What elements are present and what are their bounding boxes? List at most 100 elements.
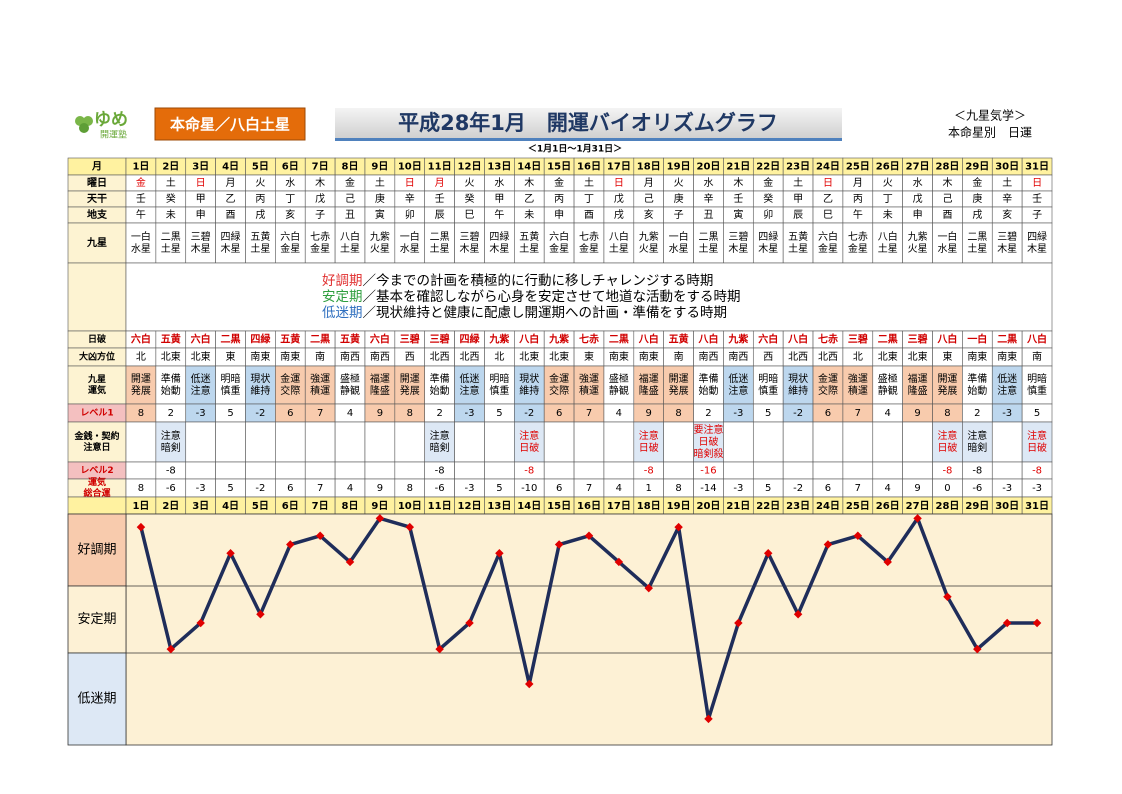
cell (723, 365, 754, 405)
cell-text: 9 (914, 408, 920, 419)
cell (782, 365, 814, 405)
cell-text: -16 (700, 466, 716, 477)
cell-text: 壬 (1032, 193, 1042, 205)
cell-text: 静観 (340, 384, 360, 397)
cell (872, 421, 903, 463)
cell-text: 四緑 (250, 333, 271, 346)
cell-text: 4 (347, 483, 353, 494)
cell-text: 注意 (967, 429, 987, 442)
cell-text: 4 (616, 408, 622, 419)
cell (603, 461, 635, 480)
cell-text: 北西 (460, 351, 480, 363)
cell-text: 二黒 (310, 334, 330, 346)
row-label: 曜日 (87, 177, 107, 189)
cell-text: 北西 (430, 351, 450, 363)
cell (304, 365, 336, 405)
x-tick-label: 24日 (816, 500, 840, 512)
cell (484, 421, 515, 463)
cell-text: 8 (138, 408, 144, 419)
cell-text: 二黒 (430, 231, 450, 243)
cell (304, 461, 336, 480)
cell-text: 土星 (430, 242, 450, 255)
cell (752, 461, 784, 480)
cell (275, 421, 306, 463)
phase-line: 低迷期／現状維持と健康に配慮し開運期への計画・準備をする時期 (322, 304, 727, 321)
cell-text: 二黒 (967, 231, 987, 243)
cell-text: 交際 (818, 384, 838, 397)
cell (663, 421, 694, 463)
cell-text: 金 (972, 176, 982, 189)
cell-text: 己 (345, 194, 355, 205)
cell-text: 強運 (848, 372, 868, 385)
row-label: 九星 (87, 373, 106, 385)
cell-text: 注意 (937, 429, 957, 442)
cell-text: -2 (255, 483, 265, 494)
cell-text: 子 (1032, 209, 1042, 221)
kind: 本命星別 日運 (948, 125, 1032, 140)
cell (991, 222, 1023, 264)
phase-text: ／現状維持と健康に配慮し開運期への計画・準備をする時期 (363, 304, 728, 321)
point-marker (584, 531, 594, 541)
x-tick-label: 10日 (398, 500, 422, 512)
point-marker (704, 714, 713, 724)
cell-text: 土 (166, 176, 176, 189)
point-marker (943, 592, 952, 602)
cell-text: 始動 (698, 384, 718, 397)
cell-text: 25日 (846, 161, 870, 173)
cell-text: 4 (885, 408, 891, 419)
cell-text: 三碧 (460, 231, 480, 243)
cell-text: 低迷 (728, 372, 748, 385)
cell-text: 7 (855, 408, 861, 419)
cell-text: 福運 (370, 372, 390, 385)
cell-text: 南東 (280, 350, 300, 363)
x-tick-label: 4日 (222, 500, 239, 512)
cell-text: 注意 (191, 384, 211, 397)
cell-text: 22日 (756, 161, 780, 173)
cell-text: 南東 (997, 350, 1017, 363)
cell-text: 日 (196, 178, 206, 189)
cell-text: 4 (885, 483, 891, 494)
row-label: 運気 (88, 476, 106, 488)
cell-text: 木星 (221, 243, 241, 255)
cell-text: 庚 (972, 192, 982, 205)
cell-text: 現状 (519, 372, 539, 385)
cell-text: 辛 (703, 192, 713, 205)
cell-text: 土星 (609, 242, 629, 255)
cell-text: 始動 (161, 384, 181, 397)
point-marker (435, 644, 444, 654)
cell-text: 酉 (942, 210, 952, 221)
row-label: 地支 (87, 208, 108, 221)
cell (245, 222, 276, 264)
cell-text: 暗剣 (967, 441, 987, 454)
cell-text: 5 (765, 483, 771, 494)
cell-text: 丑 (703, 210, 713, 221)
cell-text: 金運 (280, 372, 300, 385)
phase-line: 好調期／今までの計画を積極的に行動に移しチャレンジする時期 (322, 273, 713, 289)
x-tick-label: 15日 (547, 500, 571, 512)
cell-text: -2 (255, 408, 265, 419)
cell-text: 丁 (584, 194, 594, 205)
cell-text: 四緑 (1027, 230, 1047, 243)
cell-text: 1日 (132, 161, 149, 173)
cell-text: 未 (166, 209, 176, 221)
cell-text: 子 (315, 209, 325, 221)
cell (454, 365, 485, 405)
cell-text: 月 (435, 177, 445, 189)
plot-area (125, 513, 1053, 746)
cell (633, 421, 664, 463)
cell-text: -3 (733, 483, 743, 494)
cell-text: 亥 (644, 208, 654, 221)
cell-text: 一白 (669, 230, 689, 243)
cell-text: 土 (584, 176, 594, 189)
cell (364, 222, 396, 264)
x-tick-label: 1日 (132, 500, 149, 512)
cell-text: 6 (556, 408, 562, 419)
cell-text: 隆盛 (370, 384, 390, 397)
cell (573, 421, 605, 463)
cell-text: 辛 (405, 192, 415, 205)
cell-text: 注意 (519, 429, 539, 442)
cell-text: 低迷 (191, 372, 211, 385)
cell-text: 八白 (638, 333, 659, 346)
cell-text: 5 (1034, 408, 1040, 419)
cell-text: 一白 (400, 230, 420, 243)
